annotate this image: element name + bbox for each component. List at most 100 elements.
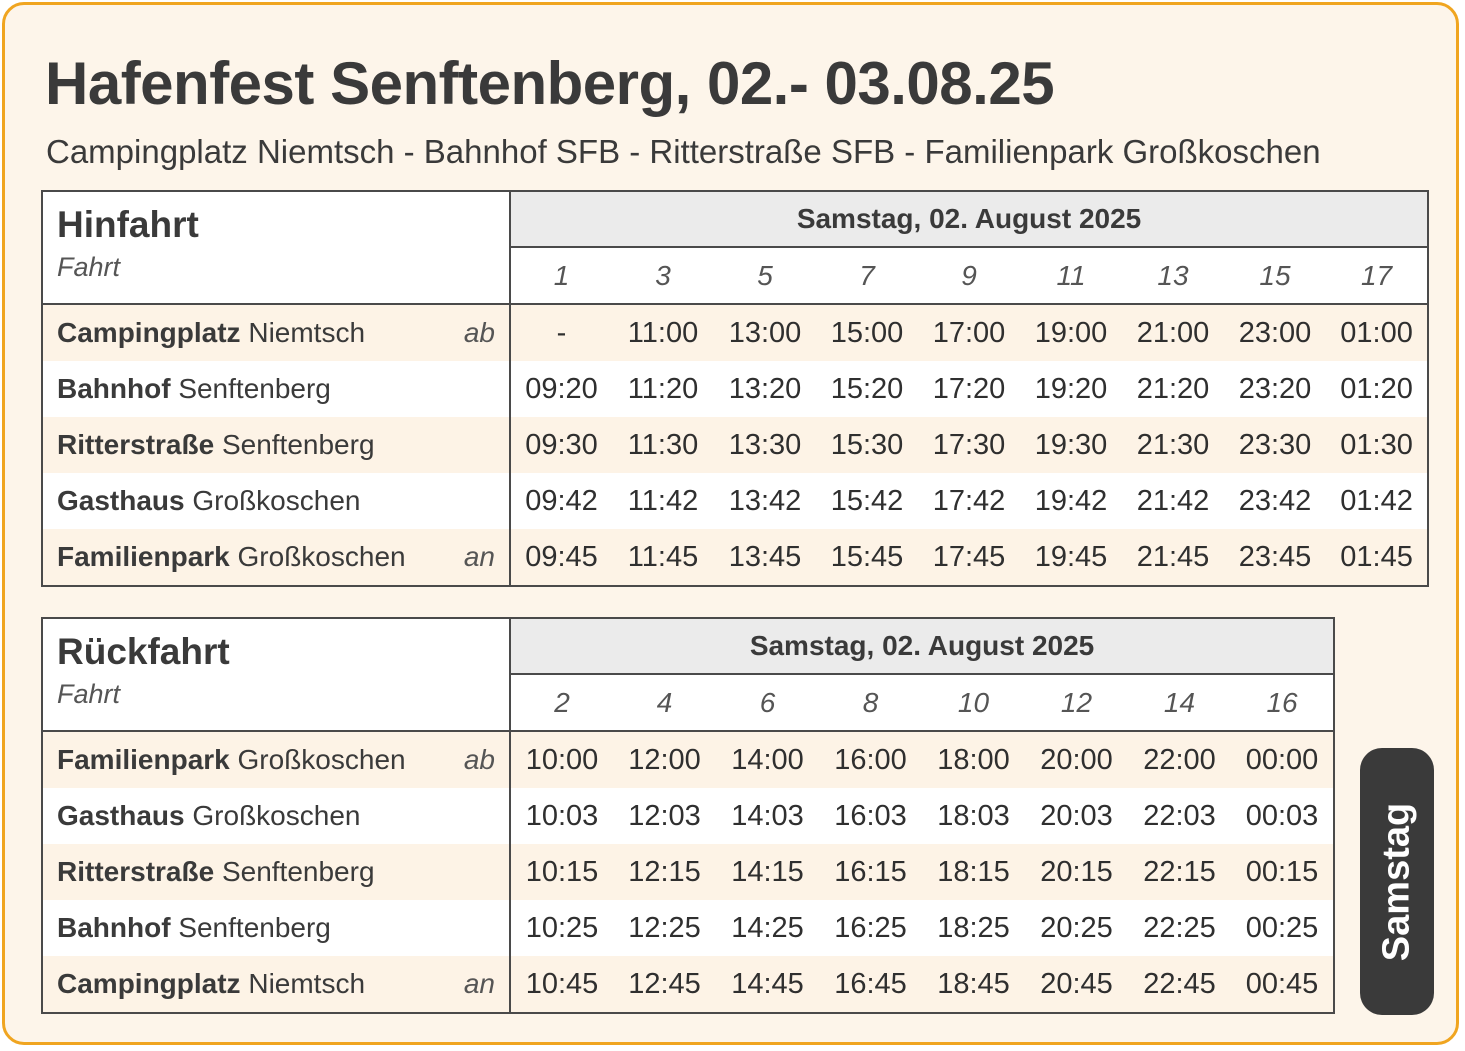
time-cell: 13:45 — [714, 529, 816, 586]
stop-name-bold: Campingplatz — [57, 317, 241, 348]
time-cell: 13:20 — [714, 361, 816, 417]
timetable-row: Campingplatz Niemtsch an 10:45 12:45 14:45 16… — [42, 956, 1335, 1013]
time-cell: - — [510, 304, 612, 361]
stop-name-bold: Familienpark — [57, 541, 230, 572]
time-cell: 11:45 — [612, 529, 714, 586]
trip-number: 2 — [510, 674, 613, 732]
time-cell: 09:20 — [510, 361, 612, 417]
departure-arrival-mark: ab — [463, 744, 495, 775]
stop-name-cell: Bahnhof Senftenberg — [42, 900, 511, 956]
rueckfahrt-header-cell: Rückfahrt Fahrt — [42, 618, 511, 732]
time-cell: 17:20 — [918, 361, 1020, 417]
trip-number: 12 — [1025, 674, 1128, 732]
time-cell: 01:45 — [1326, 529, 1429, 586]
time-cell: 09:42 — [510, 473, 612, 529]
time-cell: 14:00 — [716, 731, 819, 788]
time-cell: 16:45 — [819, 956, 922, 1013]
time-cell: 10:00 — [510, 731, 613, 788]
time-cell: 20:25 — [1025, 900, 1128, 956]
time-cell: 12:15 — [613, 844, 716, 900]
time-cell: 22:45 — [1128, 956, 1231, 1013]
trip-number: 6 — [716, 674, 819, 732]
time-cell: 18:45 — [922, 956, 1025, 1013]
stop-name-bold: Ritterstraße — [57, 856, 215, 887]
time-cell: 21:00 — [1122, 304, 1224, 361]
time-cell: 19:45 — [1020, 529, 1122, 586]
time-cell: 15:30 — [816, 417, 918, 473]
stop-name-bold: Ritterstraße — [57, 429, 215, 460]
time-cell: 00:00 — [1231, 731, 1335, 788]
time-cell: 21:30 — [1122, 417, 1224, 473]
time-cell: 13:00 — [714, 304, 816, 361]
time-cell: 11:42 — [612, 473, 714, 529]
stop-name-bold: Familienpark — [57, 744, 230, 775]
stop-name-cell: Bahnhof Senftenberg — [42, 361, 511, 417]
stop-name-place: Senftenberg — [178, 373, 331, 404]
timetable-row: Familienpark Großkoschen ab 10:00 12:00 14:0… — [42, 731, 1335, 788]
timetable-row: Gasthaus Großkoschen 09:42 11:42 13:42 15:42… — [42, 473, 1429, 529]
time-cell: 09:45 — [510, 529, 612, 586]
time-cell: 18:00 — [922, 731, 1025, 788]
time-cell: 14:03 — [716, 788, 819, 844]
trip-number: 13 — [1122, 247, 1224, 305]
trip-number: 3 — [612, 247, 714, 305]
hinfahrt-table: Hinfahrt Fahrt Samstag, 02. August 2025 … — [41, 190, 1430, 587]
stop-name-cell: Familienpark Großkoschen an — [42, 529, 511, 586]
time-cell: 11:20 — [612, 361, 714, 417]
timetable-row: Familienpark Großkoschen an 09:45 11:45 13:4… — [42, 529, 1429, 586]
time-cell: 12:25 — [613, 900, 716, 956]
time-cell: 00:25 — [1231, 900, 1335, 956]
time-cell: 19:00 — [1020, 304, 1122, 361]
time-cell: 18:15 — [922, 844, 1025, 900]
stop-name-place: Senftenberg — [221, 856, 375, 887]
day-badge-label: Samstag — [1375, 802, 1418, 961]
trip-number: 15 — [1224, 247, 1326, 305]
time-cell: 01:30 — [1326, 417, 1429, 473]
stop-name-bold: Bahnhof — [57, 373, 171, 404]
time-cell: 23:00 — [1224, 304, 1326, 361]
time-cell: 12:45 — [613, 956, 716, 1013]
day-badge: Samstag — [1360, 748, 1434, 1015]
time-cell: 15:00 — [816, 304, 918, 361]
time-cell: 12:03 — [613, 788, 716, 844]
time-cell: 10:45 — [510, 956, 613, 1013]
stop-name-place: Niemtsch — [248, 968, 366, 999]
route-subtitle: Campingplatz Niemtsch - Bahnhof SFB - Ri… — [46, 133, 1321, 170]
trip-number: 5 — [714, 247, 816, 305]
time-cell: 14:45 — [716, 956, 819, 1013]
time-cell: 10:25 — [510, 900, 613, 956]
time-cell: 17:00 — [918, 304, 1020, 361]
trip-number: 8 — [819, 674, 922, 732]
time-cell: 16:25 — [819, 900, 922, 956]
trip-number: 7 — [816, 247, 918, 305]
time-cell: 22:25 — [1128, 900, 1231, 956]
stop-name-cell: Campingplatz Niemtsch an — [42, 956, 511, 1013]
time-cell: 18:03 — [922, 788, 1025, 844]
time-cell: 01:42 — [1326, 473, 1429, 529]
time-cell: 18:25 — [922, 900, 1025, 956]
departure-arrival-mark: an — [463, 968, 495, 999]
time-cell: 23:42 — [1224, 473, 1326, 529]
time-cell: 23:45 — [1224, 529, 1326, 586]
time-cell: 23:30 — [1224, 417, 1326, 473]
stop-name-cell: Ritterstraße Senftenberg — [42, 417, 511, 473]
trip-number: 4 — [613, 674, 716, 732]
time-cell: 20:00 — [1025, 731, 1128, 788]
departure-arrival-mark: an — [463, 541, 495, 572]
time-cell: 11:00 — [612, 304, 714, 361]
rueckfahrt-fahrt-label: Fahrt — [57, 679, 121, 709]
time-cell: 10:03 — [510, 788, 613, 844]
time-cell: 13:42 — [714, 473, 816, 529]
time-cell: 15:42 — [816, 473, 918, 529]
time-cell: 22:03 — [1128, 788, 1231, 844]
departure-arrival-mark: ab — [463, 317, 495, 348]
time-cell: 00:15 — [1231, 844, 1335, 900]
trip-number: 1 — [510, 247, 612, 305]
hinfahrt-title: Hinfahrt — [57, 204, 199, 245]
stop-name-cell: Gasthaus Großkoschen — [42, 473, 511, 529]
stop-name-cell: Campingplatz Niemtsch ab — [42, 304, 511, 361]
time-cell: 20:15 — [1025, 844, 1128, 900]
time-cell: 21:20 — [1122, 361, 1224, 417]
timetable-row: Bahnhof Senftenberg 09:20 11:20 13:20 15:20 1… — [42, 361, 1429, 417]
timetable-row: Bahnhof Senftenberg 10:25 12:25 14:25 16:25 1… — [42, 900, 1335, 956]
